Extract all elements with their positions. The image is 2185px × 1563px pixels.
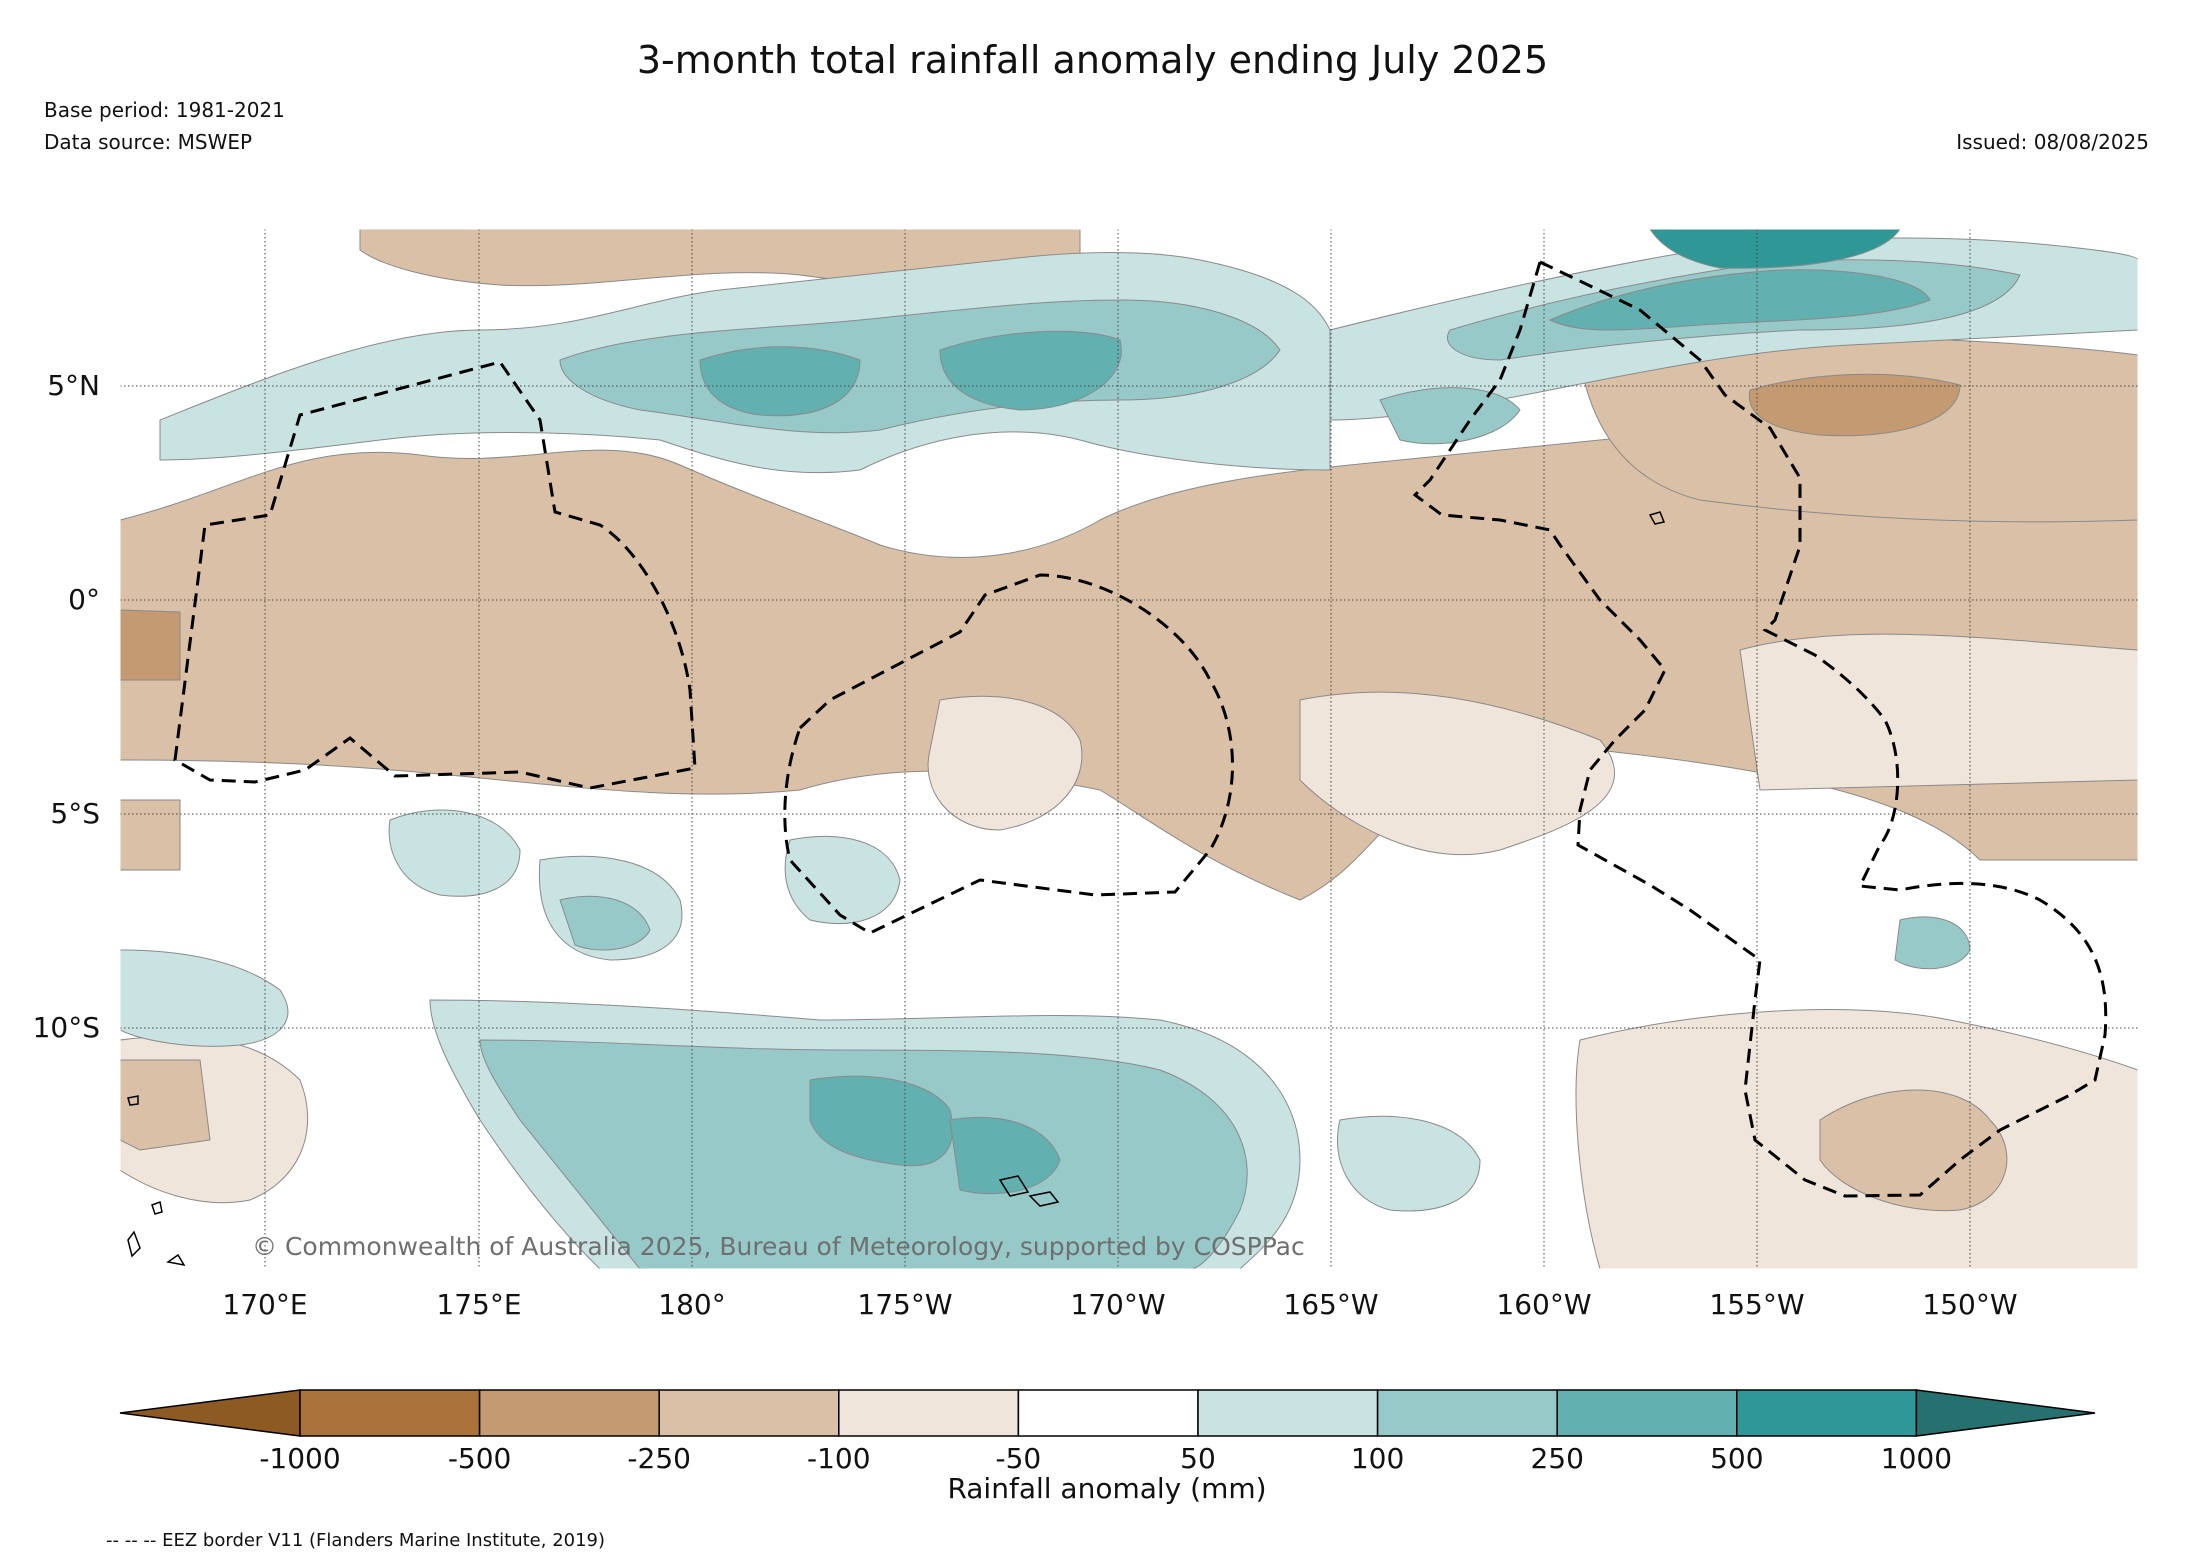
lon-label: 170°E xyxy=(222,1288,308,1321)
colorbar-segment xyxy=(478,1389,660,1437)
copyright-notice: © Commonwealth of Australia 2025, Bureau… xyxy=(252,1232,1305,1261)
lon-label: 155°W xyxy=(1709,1288,1805,1321)
colorbar-tick-label: -250 xyxy=(627,1442,691,1475)
colorbar-tick-label: -1000 xyxy=(259,1442,341,1475)
data-source-label: Data source: MSWEP xyxy=(44,130,253,154)
lon-label: 180° xyxy=(658,1288,726,1321)
colorbar-tick-label: -100 xyxy=(807,1442,871,1475)
map-panel xyxy=(120,229,2138,1269)
lon-label: 150°W xyxy=(1922,1288,2018,1321)
lat-label: 10°S xyxy=(32,1011,100,1044)
colorbar-tick-label: -500 xyxy=(447,1442,512,1475)
dry-anomaly-south-east xyxy=(120,799,2138,1269)
lon-label: 170°W xyxy=(1070,1288,1166,1321)
lat-label: 5°S xyxy=(50,797,100,830)
lon-label: 160°W xyxy=(1496,1288,1592,1321)
eez-borders xyxy=(173,259,2108,1198)
colorbar-tick-label: 1000 xyxy=(1880,1442,1953,1475)
map-frame xyxy=(119,228,2139,1270)
lat-label: 0° xyxy=(68,583,100,616)
lat-label: 5°N xyxy=(47,369,100,402)
lon-label: 175°E xyxy=(436,1288,522,1321)
base-period-label: Base period: 1981-2021 xyxy=(44,98,285,122)
eez-footnote: -- -- -- EEZ border V11 (Flanders Marine… xyxy=(106,1530,606,1551)
wet-anomaly-north-band xyxy=(159,229,2138,474)
colorbar-segment xyxy=(838,1389,1020,1437)
lon-label: 165°W xyxy=(1283,1288,1379,1321)
wet-anomaly-central-south xyxy=(388,809,1971,970)
colorbar-tick-label: 50 xyxy=(1180,1442,1216,1475)
colorbar-tick-label: 100 xyxy=(1350,1442,1405,1475)
lon-label: 175°W xyxy=(857,1288,953,1321)
dry-anomaly-north-edge xyxy=(359,229,2138,523)
colorbar-label: Rainfall anomaly (mm) xyxy=(947,1472,1267,1505)
colorbar xyxy=(119,1389,2096,1437)
colorbar-segment xyxy=(1197,1389,1379,1437)
colorbar-tick-label: 250 xyxy=(1530,1442,1584,1475)
colorbar-segment xyxy=(299,1389,481,1437)
colorbar-tick-label: -50 xyxy=(995,1442,1042,1475)
wet-anomaly-south-band xyxy=(120,949,1481,1269)
colorbar-segment xyxy=(1376,1389,1558,1437)
colorbar-segment xyxy=(1736,1389,1918,1437)
colorbar-segment xyxy=(1556,1389,1738,1437)
islands xyxy=(127,511,1666,1267)
colorbar-segment xyxy=(658,1389,840,1437)
colorbar-arrow-low xyxy=(119,1389,301,1437)
dry-anomaly-north-band xyxy=(120,415,2138,901)
colorbar-arrow-high xyxy=(1915,1389,2096,1437)
issued-date-label: Issued: 08/08/2025 xyxy=(1956,130,2149,154)
map-title: 3-month total rainfall anomaly ending Ju… xyxy=(636,38,1549,82)
colorbar-tick-label: 500 xyxy=(1710,1442,1764,1475)
colorbar-segment xyxy=(1017,1389,1199,1437)
